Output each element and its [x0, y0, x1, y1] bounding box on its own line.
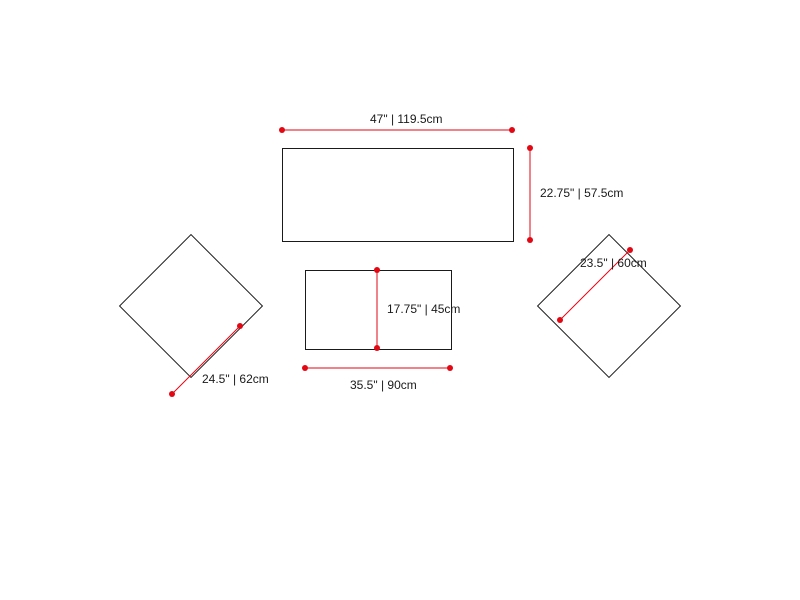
dimension-overlay [0, 0, 800, 600]
dim-label-top-width: 47" | 119.5cm [370, 112, 443, 126]
dim-label-right-side: 23.5" | 60cm [580, 256, 647, 270]
diagram-stage: 47" | 119.5cm 22.75" | 57.5cm 17.75" | 4… [0, 0, 800, 600]
dim-label-mid-width: 35.5" | 90cm [350, 378, 417, 392]
dim-label-left-side: 24.5" | 62cm [202, 372, 269, 386]
dim-label-mid-height: 17.75" | 45cm [387, 302, 460, 316]
dim-label-top-height: 22.75" | 57.5cm [540, 186, 623, 200]
